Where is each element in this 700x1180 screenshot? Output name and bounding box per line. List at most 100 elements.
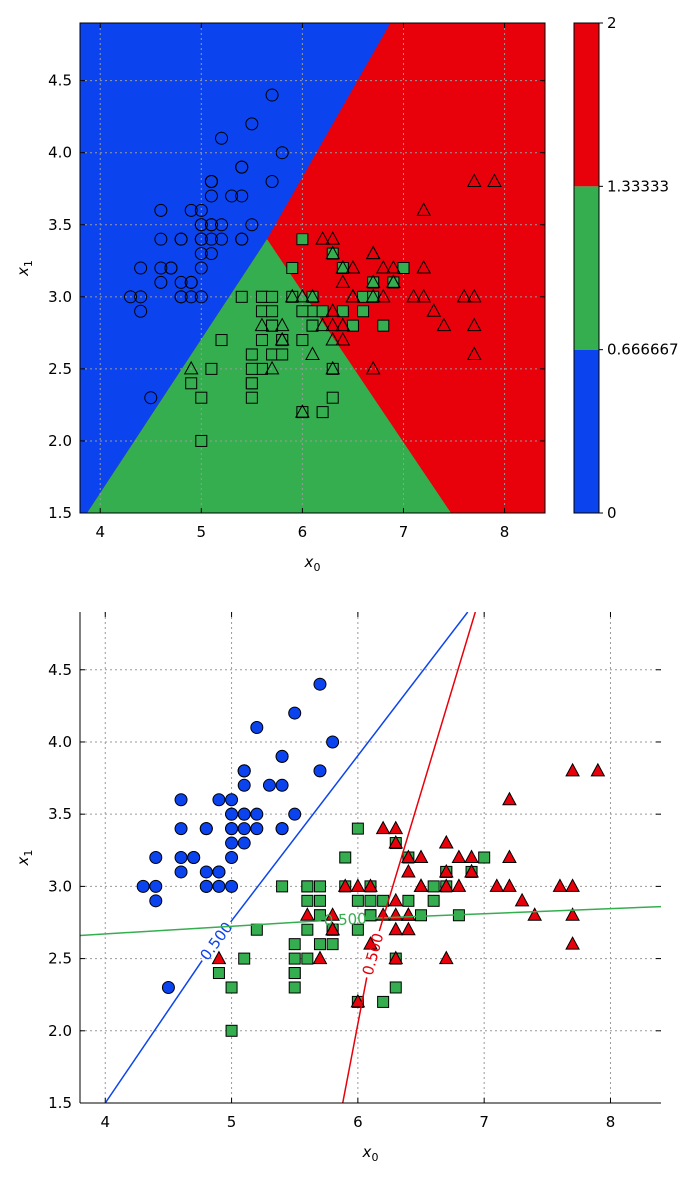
colorbar-frame — [573, 22, 600, 514]
point-class1 — [235, 290, 248, 303]
point-class1 — [215, 334, 228, 347]
x-tick-label: 7 — [479, 1113, 489, 1131]
point-class2 — [406, 288, 421, 303]
y-tick-label: 4.5 — [48, 72, 72, 90]
point-class0 — [265, 88, 279, 102]
y-tick-label: 3.5 — [48, 216, 72, 234]
point-class2 — [375, 259, 391, 274]
point-class1 — [288, 938, 301, 951]
point-class0 — [288, 807, 302, 821]
point-class2 — [413, 849, 429, 863]
region-class1 — [87, 239, 451, 513]
point-class0 — [199, 822, 213, 836]
point-class2 — [386, 274, 401, 288]
point-class1 — [205, 362, 218, 375]
point-class1 — [306, 319, 319, 332]
point-class1 — [276, 880, 289, 893]
y-tick-label: 3.0 — [48, 877, 72, 895]
point-class0 — [204, 247, 218, 261]
point-class0 — [262, 778, 276, 792]
point-class0 — [154, 275, 168, 289]
point-class2 — [325, 245, 341, 260]
point-class0 — [237, 764, 251, 778]
point-class2 — [335, 259, 351, 274]
point-class2 — [300, 907, 315, 921]
point-class2 — [416, 288, 432, 303]
point-class1 — [195, 391, 208, 404]
point-class2 — [183, 360, 199, 375]
point-class0 — [275, 822, 289, 836]
point-class0 — [174, 232, 188, 246]
point-class2 — [464, 863, 479, 878]
point-class2 — [386, 259, 401, 274]
point-class0 — [288, 706, 302, 720]
point-class2 — [375, 820, 391, 835]
colorbar-tick-label: 0 — [607, 504, 617, 522]
x-tick-label: 4 — [95, 523, 105, 541]
y-axis-label: x1 — [14, 850, 35, 867]
point-class2 — [335, 317, 351, 332]
x-tick-label: 5 — [227, 1113, 237, 1131]
point-class0 — [184, 203, 198, 217]
point-class0 — [235, 189, 249, 203]
point-class2 — [274, 332, 290, 346]
point-class0 — [215, 218, 229, 232]
point-class0 — [237, 836, 251, 850]
point-class0 — [313, 764, 327, 778]
point-class1 — [364, 909, 377, 922]
point-class2 — [295, 404, 310, 418]
y-tick-label: 4.5 — [48, 661, 72, 679]
point-class1 — [351, 894, 364, 907]
point-class2 — [565, 936, 580, 950]
point-class0 — [154, 232, 168, 246]
point-class2 — [274, 317, 290, 332]
point-class0 — [184, 275, 198, 289]
point-class0 — [225, 807, 239, 821]
point-class0 — [154, 203, 168, 217]
point-class2 — [466, 346, 482, 360]
point-class2 — [350, 878, 366, 892]
point-class2 — [487, 173, 502, 188]
point-class0 — [212, 865, 226, 879]
point-class1 — [286, 262, 299, 274]
point-class2 — [335, 274, 351, 288]
point-class1 — [245, 391, 258, 404]
colorbar: 0 0.666667 1.33333 2 — [573, 14, 679, 522]
point-class0 — [187, 851, 201, 864]
colorbar-tick-label: 2 — [607, 14, 617, 32]
colorbar-band-class1 — [574, 186, 599, 350]
point-class0 — [174, 865, 188, 879]
point-class0 — [313, 677, 327, 691]
point-class1 — [389, 981, 402, 994]
plot-frame-top — [79, 22, 546, 514]
point-class1 — [326, 938, 339, 951]
point-class2 — [426, 303, 442, 317]
point-class2 — [363, 878, 378, 892]
point-class2 — [401, 921, 416, 936]
point-class1 — [316, 305, 329, 318]
point-class2 — [401, 863, 416, 878]
point-class2 — [565, 762, 580, 777]
point-class2 — [305, 288, 320, 303]
point-class1 — [301, 952, 314, 965]
y-tick-label: 2.0 — [48, 1022, 72, 1040]
point-class1 — [250, 923, 263, 936]
point-class1 — [266, 348, 279, 361]
point-class2 — [365, 288, 381, 303]
point-class0 — [174, 851, 188, 864]
point-class1 — [296, 305, 309, 318]
point-class0 — [275, 146, 289, 160]
colorbar-tick-label: 0.666667 — [607, 341, 679, 359]
point-class1 — [415, 909, 428, 922]
point-class0 — [134, 304, 148, 318]
point-class1 — [301, 894, 314, 907]
point-class2 — [388, 907, 404, 921]
point-class2 — [254, 317, 270, 332]
point-class0 — [237, 822, 251, 836]
y-tick-label: 1.5 — [48, 1094, 72, 1112]
point-class2 — [388, 950, 404, 965]
point-class2 — [451, 878, 467, 892]
point-class0 — [154, 261, 168, 275]
